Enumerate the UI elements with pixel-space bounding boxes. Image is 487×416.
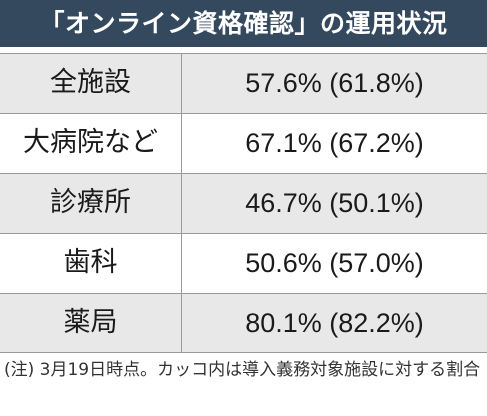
row-value: 67.1% (67.2%) (245, 128, 424, 158)
row-rule (0, 173, 487, 174)
row-label: 診療所 (50, 187, 131, 218)
row-rule (0, 233, 487, 234)
table-row: 歯科 50.6% (57.0%) (0, 233, 487, 293)
row-value: 80.1% (82.2%) (245, 308, 424, 338)
row-rule (0, 53, 487, 54)
row-label: 全施設 (50, 67, 131, 98)
row-label: 大病院など (23, 127, 158, 158)
row-value: 57.6% (61.8%) (245, 68, 424, 98)
row-rule (0, 293, 487, 294)
row-value: 50.6% (57.0%) (245, 248, 424, 278)
row-rule (0, 352, 487, 353)
row-rule (0, 113, 487, 114)
table-row: 薬局 80.1% (82.2%) (0, 293, 487, 353)
table-row: 大病院など 67.1% (67.2%) (0, 113, 487, 173)
column-divider (181, 53, 182, 353)
row-label: 歯科 (63, 247, 118, 278)
table-row: 全施設 57.6% (61.8%) (0, 53, 487, 113)
chart-title: 「オンライン資格確認」の運用状況 (0, 0, 487, 47)
footnote: (注) 3月19日時点。カッコ内は導入義務対象施設に対する割合 (4, 360, 481, 380)
row-value: 46.7% (50.1%) (245, 188, 424, 218)
table-row: 診療所 46.7% (50.1%) (0, 173, 487, 233)
row-label: 薬局 (63, 307, 118, 338)
